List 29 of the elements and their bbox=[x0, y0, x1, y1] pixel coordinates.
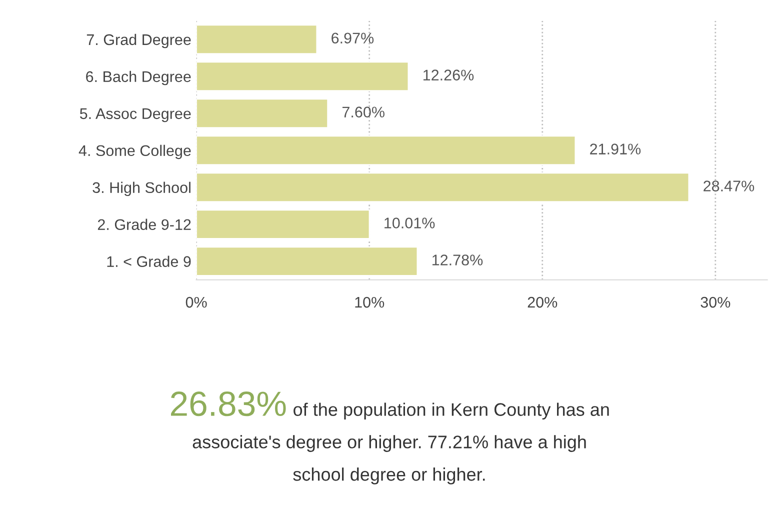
data-label: 21.91% bbox=[590, 144, 641, 154]
bar bbox=[196, 98, 329, 128]
data-label: 6.97% bbox=[332, 32, 374, 44]
y-tick-label: 6. Bach Degree bbox=[86, 70, 191, 86]
data-label: 12.26% bbox=[424, 70, 474, 80]
bar bbox=[196, 209, 370, 240]
text: 26.83% bbox=[171, 392, 286, 416]
bar bbox=[196, 246, 418, 276]
data-label: 28.47% bbox=[704, 180, 754, 192]
y-tick-label: 5. Assoc Degree bbox=[80, 108, 191, 122]
y-tick-label: 3. High School bbox=[92, 182, 190, 196]
x-tick-label: 20% bbox=[528, 296, 558, 308]
y-tick-label: 1. < Grade 9 bbox=[107, 256, 191, 267]
text: associate's degree or higher. 77.21% have a high bbox=[192, 435, 586, 452]
bar bbox=[196, 135, 576, 166]
bar bbox=[196, 24, 318, 55]
x-tick-label: 30% bbox=[700, 296, 730, 308]
x-tick-label: 0% bbox=[186, 296, 207, 308]
x-tick-label: 10% bbox=[355, 296, 384, 308]
y-tick-label: 2. Grade 9-12 bbox=[98, 218, 191, 230]
data-label: 12.78% bbox=[432, 254, 483, 266]
y-tick-label: 7. Grad Degree bbox=[86, 34, 191, 48]
bar bbox=[196, 61, 410, 92]
data-label: 10.01% bbox=[384, 218, 435, 228]
text: school degree or higher. bbox=[293, 468, 485, 484]
text: of the population in Kern County has an bbox=[294, 402, 609, 420]
data-label: 7.60% bbox=[342, 106, 384, 118]
bar bbox=[196, 172, 690, 202]
y-tick-label: 4. Some College bbox=[78, 144, 191, 160]
